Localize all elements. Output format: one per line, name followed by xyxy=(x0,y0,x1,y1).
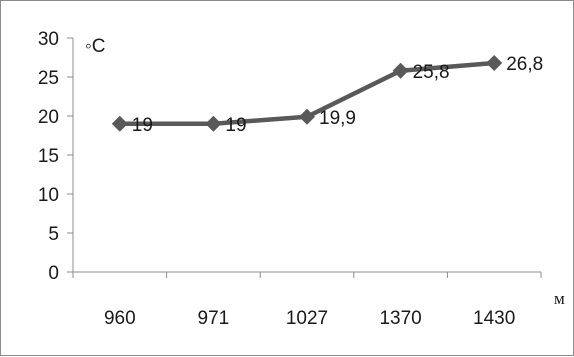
data-point-marker xyxy=(299,108,315,125)
y-tick-label: 15 xyxy=(38,146,59,167)
y-tick-label: 30 xyxy=(38,29,59,50)
data-label: 19,9 xyxy=(319,108,356,129)
y-tick-label: 0 xyxy=(48,263,59,284)
y-tick-label: 10 xyxy=(38,185,59,206)
data-point-marker xyxy=(205,115,222,132)
data-point-marker xyxy=(486,54,503,71)
data-label: 19 xyxy=(132,115,153,136)
data-label: 25,8 xyxy=(413,62,450,83)
y-tick-label: 25 xyxy=(38,68,59,89)
y-axis-unit-label: ◦C xyxy=(85,36,105,57)
y-tick-label: 20 xyxy=(38,107,59,128)
data-point-marker xyxy=(111,115,128,132)
x-tick-label: 971 xyxy=(198,308,230,329)
data-point-marker xyxy=(392,62,409,79)
y-tick-label: 5 xyxy=(48,224,59,245)
data-label-group: 19 19 19,9 25,8 26,8 xyxy=(132,54,543,136)
series-layer xyxy=(111,54,503,132)
x-tick-group: 960 971 1027 1370 1430 xyxy=(72,272,542,329)
x-tick-label: 1027 xyxy=(286,308,328,329)
x-tick-label: 960 xyxy=(104,308,136,329)
data-label: 26,8 xyxy=(506,54,543,75)
data-label: 19 xyxy=(225,115,246,136)
y-tick-group: 0 5 10 15 20 25 30 xyxy=(38,29,73,284)
x-tick-label: 1430 xyxy=(473,308,515,329)
x-tick-label: 1370 xyxy=(379,308,421,329)
chart-axes xyxy=(72,38,541,273)
x-axis-unit-label: м xyxy=(554,289,565,308)
